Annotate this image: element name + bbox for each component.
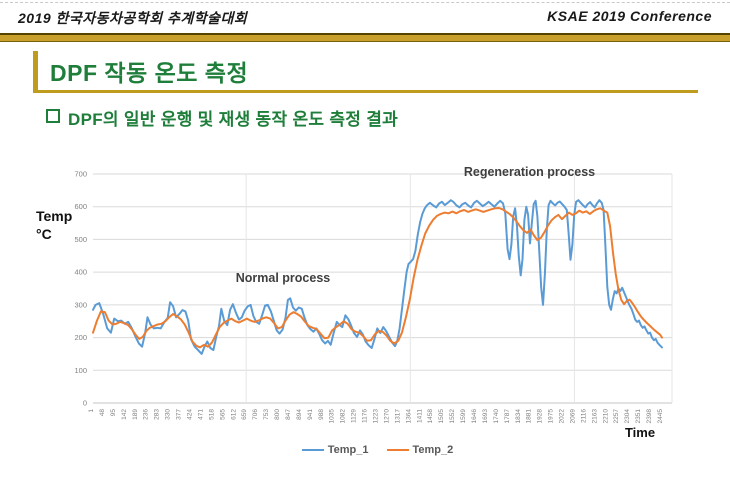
x-tick-label: 189 <box>132 409 139 420</box>
x-tick-label: 565 <box>219 409 226 420</box>
x-tick-label: 1411 <box>416 409 423 423</box>
x-tick-label: 283 <box>154 409 161 420</box>
x-tick-label: 2069 <box>569 409 576 424</box>
x-tick-label: 236 <box>143 409 150 420</box>
x-tick-label: 1928 <box>537 409 544 424</box>
y-tick-label: 700 <box>74 170 87 179</box>
y-tick-label: 200 <box>74 333 87 342</box>
x-tick-label: 706 <box>252 409 259 420</box>
x-tick-label: 659 <box>241 409 248 420</box>
x-tick-label: 1975 <box>548 409 555 424</box>
x-tick-label: 1881 <box>526 409 533 424</box>
x-tick-label: 518 <box>208 409 215 420</box>
x-tick-label: 1834 <box>515 409 522 424</box>
annotation-regeneration-process: Regeneration process <box>463 165 596 179</box>
x-tick-label: 1035 <box>329 409 336 424</box>
bullet-row: DPF의 일반 운행 및 재생 동작 온도 측정 결과 <box>46 105 398 130</box>
legend-label-temp1: Temp_1 <box>327 444 369 456</box>
x-tick-label: 1176 <box>362 409 369 423</box>
x-tick-label: 2163 <box>591 409 598 424</box>
header-right-text: KSAE 2019 Conference <box>547 8 712 24</box>
legend-item-temp2: Temp_2 <box>386 444 454 456</box>
page-title: DPF 작동 온도 측정 <box>50 60 249 86</box>
x-tick-label: 2210 <box>602 409 609 424</box>
x-tick-label: 1 <box>88 409 95 413</box>
x-tick-label: 330 <box>165 409 172 420</box>
y-axis-title-line2: °C <box>36 226 52 243</box>
x-tick-label: 941 <box>307 409 314 420</box>
title-underline <box>33 90 698 93</box>
x-tick-label: 1787 <box>504 409 511 424</box>
x-tick-label: 988 <box>318 409 325 420</box>
y-tick-label: 500 <box>74 235 87 244</box>
x-tick-label: 1129 <box>351 409 358 423</box>
header-left-text: 2019 한국자동차공학회 추계학술대회 <box>18 10 248 26</box>
x-tick-label: 95 <box>110 409 117 417</box>
x-tick-label: 1458 <box>427 409 434 424</box>
x-tick-label: 2445 <box>657 409 664 424</box>
x-tick-label: 1082 <box>340 409 347 424</box>
header-divider-band <box>0 33 730 42</box>
slide-top-edge <box>0 2 730 3</box>
y-axis-title: Temp °C <box>36 207 72 243</box>
legend-item-temp1: Temp_1 <box>301 444 369 456</box>
x-tick-label: 142 <box>121 409 128 420</box>
x-tick-label: 1505 <box>438 409 445 424</box>
x-tick-label: 2257 <box>613 409 620 424</box>
x-tick-label: 1270 <box>383 409 390 424</box>
legend-label-temp2: Temp_2 <box>412 444 454 456</box>
x-tick-label: 894 <box>296 409 303 420</box>
x-tick-label: 800 <box>274 409 281 420</box>
x-tick-label: 2351 <box>635 409 642 424</box>
y-tick-label: 400 <box>74 268 87 277</box>
x-axis-title: Time <box>624 425 656 440</box>
x-tick-label: 2398 <box>646 409 653 424</box>
x-tick-label: 612 <box>230 409 237 420</box>
x-tick-label: 1646 <box>471 409 478 424</box>
x-tick-label: 1364 <box>405 409 412 424</box>
temp2-line-swatch-icon <box>386 448 409 452</box>
x-tick-label: 2022 <box>559 409 566 424</box>
x-tick-label: 377 <box>176 409 183 420</box>
x-tick-label: 471 <box>197 409 204 420</box>
x-tick-label: 424 <box>186 409 193 420</box>
y-tick-label: 0 <box>83 399 87 408</box>
series-line-Temp_1 <box>92 199 663 355</box>
x-tick-label: 1599 <box>460 409 467 424</box>
chart-legend: Temp_1 Temp_2 <box>93 444 662 456</box>
y-tick-label: 100 <box>74 366 87 375</box>
title-accent-bar <box>33 51 38 93</box>
x-tick-label: 1693 <box>482 409 489 424</box>
x-tick-label: 1552 <box>449 409 456 424</box>
x-tick-label: 48 <box>99 409 106 417</box>
y-axis-title-line1: Temp <box>36 208 73 224</box>
x-tick-label: 1740 <box>493 409 500 424</box>
x-tick-label: 847 <box>285 409 292 420</box>
x-tick-label: 1223 <box>373 409 380 424</box>
x-tick-label: 2304 <box>624 409 631 424</box>
series-line-Temp_2 <box>92 207 663 349</box>
bullet-text: DPF의 일반 운행 및 재생 동작 온도 측정 결과 <box>68 110 399 129</box>
temp1-line-swatch-icon <box>301 448 324 452</box>
bullet-square-icon <box>46 109 60 123</box>
y-tick-label: 600 <box>74 202 87 211</box>
y-tick-label: 300 <box>74 300 87 309</box>
x-tick-label: 753 <box>263 409 270 420</box>
x-tick-label: 1317 <box>394 409 401 424</box>
slide-header: 2019 한국자동차공학회 추계학술대회 KSAE 2019 Conferenc… <box>0 8 730 28</box>
x-tick-label: 2116 <box>580 409 587 423</box>
annotation-normal-process: Normal process <box>235 271 331 285</box>
